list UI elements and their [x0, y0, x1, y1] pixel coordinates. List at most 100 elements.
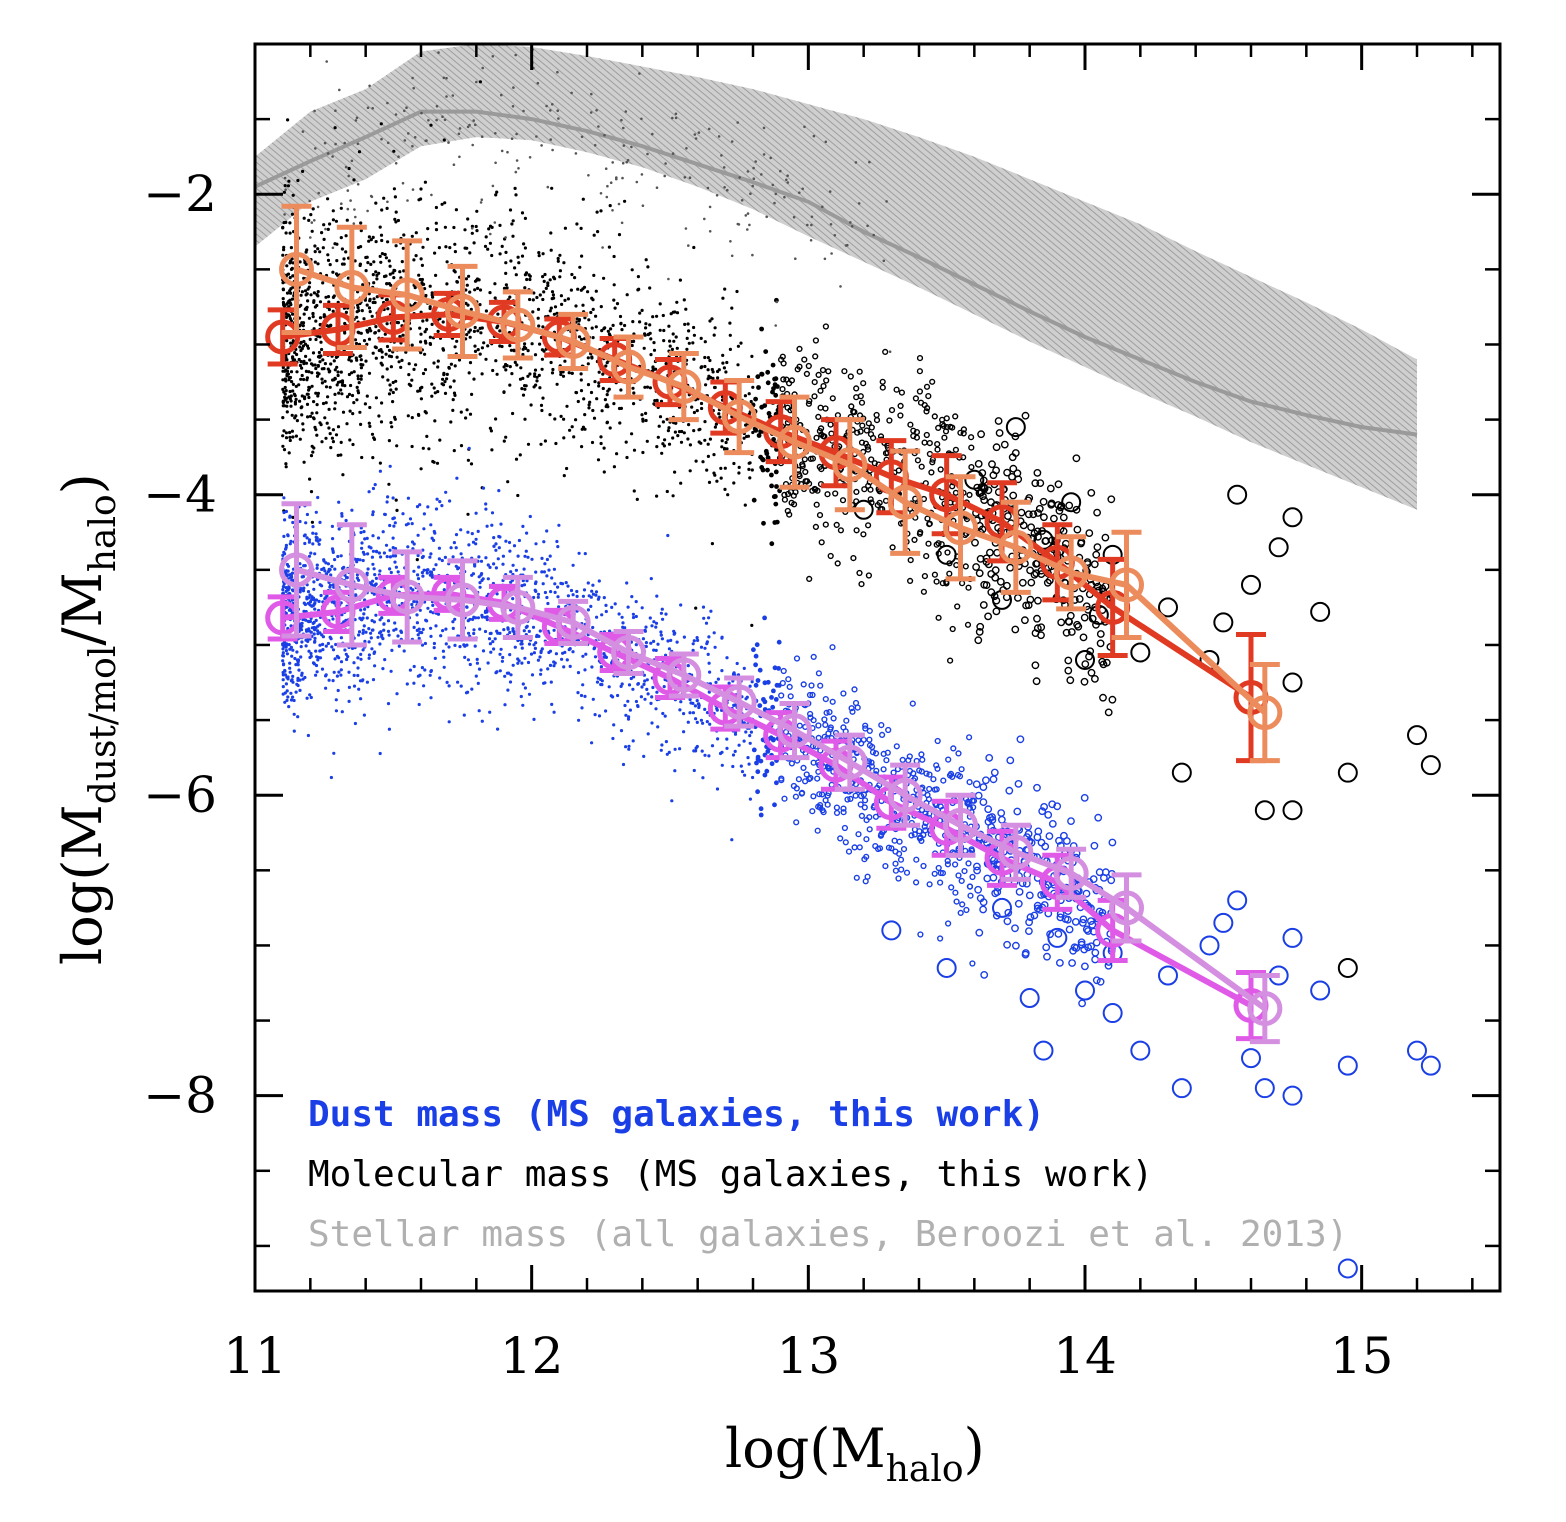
molecular-cloud-point: [344, 310, 348, 314]
molecular-cloud-point: [644, 322, 648, 326]
molecular-cloud-point: [548, 278, 552, 282]
molecular-cloud-point: [751, 385, 755, 389]
molecular-cloud-point: [289, 404, 293, 408]
molecular-cloud-point: [954, 603, 961, 610]
dust-cloud-point: [861, 804, 868, 811]
molecular-cloud-point: [301, 324, 305, 328]
molecular-cloud-point: [299, 293, 303, 297]
molecular-cloud-point: [369, 238, 373, 242]
molecular-cloud-point: [709, 375, 713, 380]
molecular-cloud-point: [1021, 616, 1029, 625]
dust-cloud-point: [309, 651, 313, 656]
molecular-cloud-point: [288, 276, 292, 280]
molecular-cloud-point: [334, 219, 338, 223]
molecular-cloud-point: [511, 234, 515, 238]
molecular-cloud-point: [346, 276, 350, 280]
molecular-cloud-point: [331, 209, 335, 213]
dust-cloud-point: [416, 533, 420, 537]
dust-cloud-point: [552, 710, 556, 714]
molecular-cloud-point: [563, 298, 567, 302]
molecular-cloud-point: [542, 290, 546, 294]
molecular-cloud-point: [546, 283, 550, 288]
dust-cloud-point: [432, 641, 436, 646]
dust-cloud-point: [358, 558, 362, 562]
molecular-cloud-point: [1026, 566, 1035, 575]
molecular-cloud-point: [549, 231, 553, 235]
molecular-cloud-point: [391, 390, 395, 395]
dust-cloud-point: [568, 664, 572, 669]
dust-cloud-point: [695, 699, 699, 703]
molecular-cloud-point: [763, 349, 769, 354]
dust-cloud-point: [490, 511, 495, 515]
molecular-cloud-point: [341, 410, 346, 414]
dust-cloud-point: [303, 533, 307, 537]
dust-cloud-point: [473, 644, 477, 648]
molecular-cloud-point: [282, 304, 286, 308]
dust-cloud-point: [764, 768, 770, 774]
molecular-cloud-point: [641, 450, 645, 455]
dust-cloud-point: [309, 551, 313, 555]
dust-cloud-point: [420, 666, 424, 670]
molecular-cloud-point: [326, 258, 331, 262]
molecular-cloud-point: [371, 300, 375, 305]
dust-cloud-point: [473, 564, 477, 568]
dust-cloud-point: [378, 751, 382, 756]
dust-cloud-point: [438, 676, 442, 680]
molecular-cloud-point: [333, 126, 337, 130]
dust-cloud-point: [641, 637, 646, 641]
dust-cloud-point: [370, 619, 374, 623]
molecular-cloud-point: [282, 429, 286, 433]
molecular-cloud-point: [389, 283, 393, 287]
molecular-cloud-point: [385, 298, 389, 302]
dust-cloud-point: [369, 636, 373, 640]
molecular-cloud-point: [509, 348, 513, 352]
dust-cloud-point: [429, 610, 433, 614]
molecular-cloud-point: [283, 398, 287, 402]
molecular-cloud-point: [579, 378, 583, 382]
dust-cloud-point: [597, 579, 601, 583]
molecular-cloud-point: [301, 428, 305, 432]
molecular-cloud-point: [438, 438, 442, 442]
molecular-cloud-point: [379, 260, 383, 264]
dust-cloud-point: [470, 687, 474, 691]
dust-cloud-point: [387, 633, 391, 637]
dust-cloud-point: [654, 621, 659, 625]
dust-cloud-point: [342, 565, 346, 569]
molecular-cloud-point: [367, 337, 372, 341]
dust-cloud-point: [451, 555, 455, 559]
dust-cloud-point: [295, 658, 299, 662]
molecular-cloud-point: [324, 295, 328, 299]
dust-cloud-point: [410, 540, 415, 544]
molecular-cloud-point: [385, 282, 389, 286]
molecular-cloud-point: [510, 372, 514, 376]
molecular-cloud-point: [612, 298, 616, 302]
molecular-cloud-point: [421, 446, 425, 450]
molecular-cloud-point: [953, 561, 960, 569]
molecular-cloud-point: [1099, 693, 1107, 702]
molecular-cloud-point: [306, 415, 310, 419]
molecular-cloud-point: [648, 386, 653, 390]
dust-cloud-point: [330, 564, 334, 569]
molecular-cloud-point: [599, 435, 603, 439]
dust-cloud-point: [311, 596, 316, 600]
dust-cloud-point: [701, 605, 706, 609]
molecular-cloud-point: [1027, 578, 1036, 587]
molecular-cloud-point: [747, 392, 751, 396]
dust-cloud-point: [332, 751, 336, 755]
molecular-cloud-point: [619, 406, 624, 410]
molecular-cloud-point: [407, 373, 411, 377]
molecular-cloud-point: [347, 392, 352, 396]
molecular-cloud-point: [1031, 629, 1040, 637]
dust-cloud-point: [696, 638, 700, 643]
molecular-cloud-point: [453, 345, 457, 349]
molecular-cloud-point: [454, 208, 458, 212]
molecular-cloud-point: [594, 314, 598, 318]
plot-area: [255, 44, 1441, 1279]
dust-cloud-point: [425, 571, 429, 575]
dust-cloud-point: [934, 765, 941, 772]
dust-cloud-point: [596, 597, 601, 601]
dust-cloud-point: [447, 645, 451, 649]
molecular-cloud-point: [567, 371, 571, 375]
dust-cloud-point: [1043, 952, 1051, 961]
dust-cloud-point: [1025, 927, 1033, 935]
